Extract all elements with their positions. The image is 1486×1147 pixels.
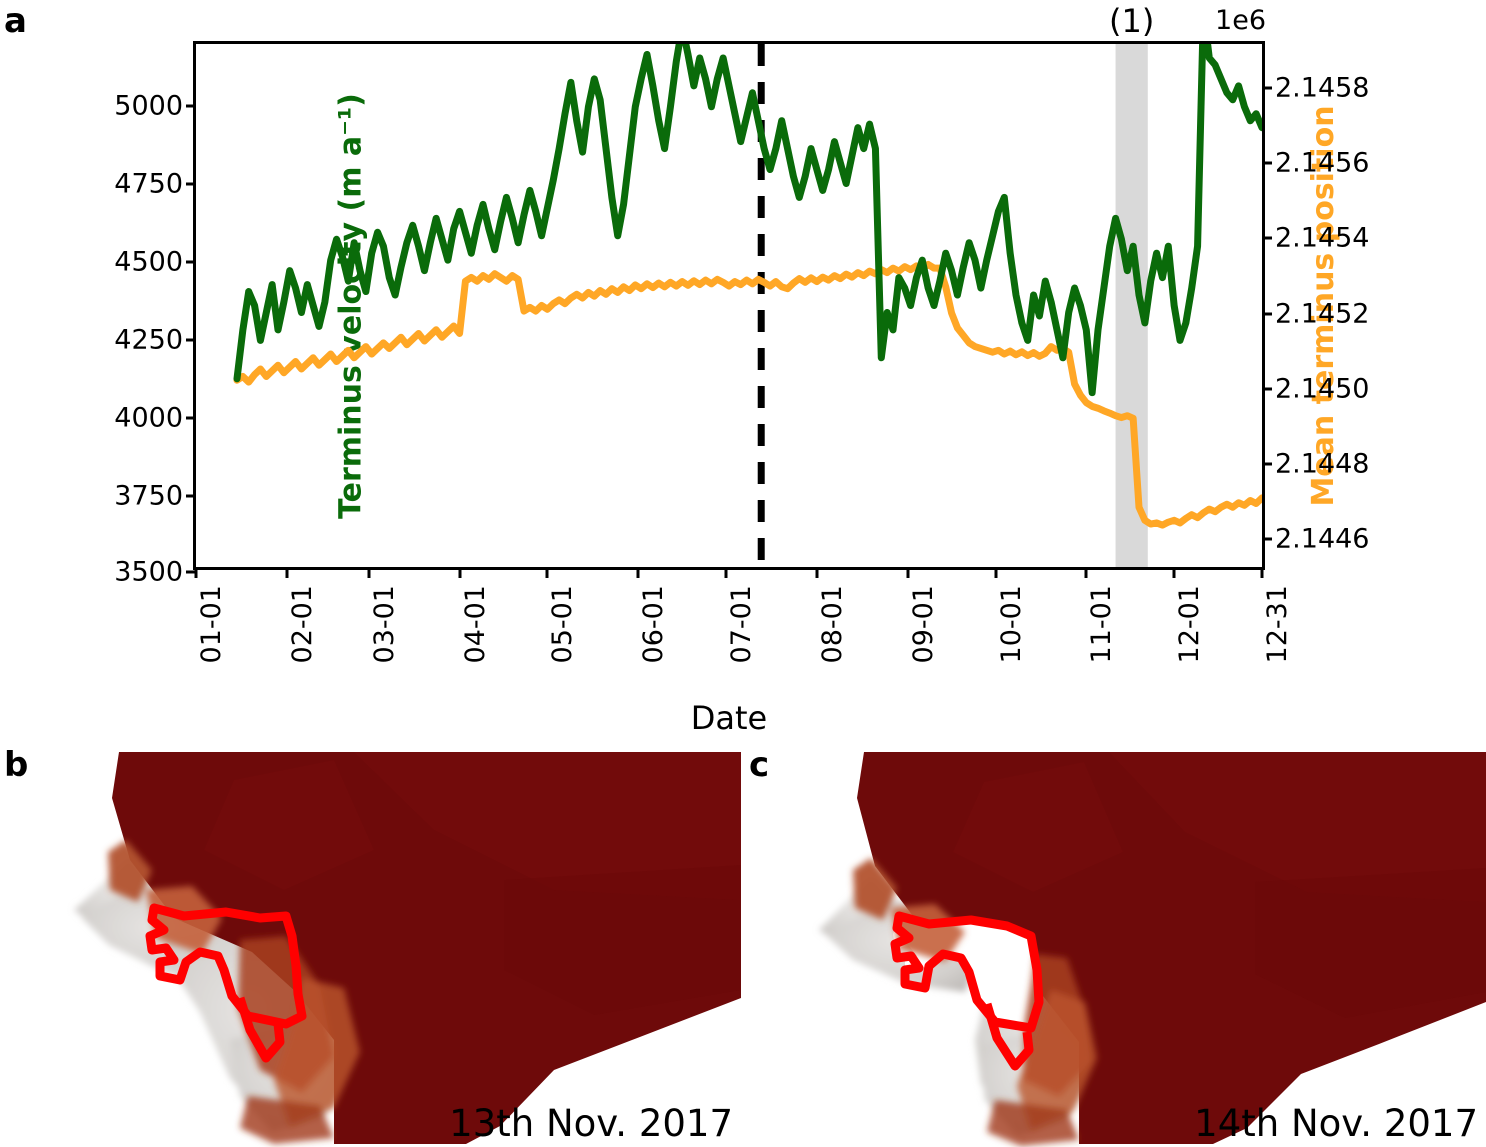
y-tick-label-left: 5000 xyxy=(114,90,183,122)
y-tick-mark-right xyxy=(1262,312,1272,316)
x-tick-label: 06-01 xyxy=(638,585,670,664)
y-tick-label-right: 2.1446 xyxy=(1275,523,1370,555)
y-tick-label-right: 2.1454 xyxy=(1275,222,1370,254)
y-tick-mark-right xyxy=(1262,537,1272,541)
panel-label-b: b xyxy=(4,745,29,785)
y-tick-mark-left xyxy=(186,260,196,264)
y-tick-mark-left xyxy=(186,570,196,574)
x-tick-mark xyxy=(1260,567,1264,578)
x-tick-mark xyxy=(1084,567,1088,578)
x-tick-label: 03-01 xyxy=(368,585,400,664)
x-tick-mark xyxy=(994,567,997,578)
x-axis-title: Date xyxy=(690,699,768,737)
x-tick-label: 04-01 xyxy=(459,585,491,664)
series-line-terminus-velocity xyxy=(233,44,1262,397)
y-tick-label-right: 2.1450 xyxy=(1275,373,1370,405)
panel-c-date-label: 14th Nov. 2017 xyxy=(1194,1102,1478,1145)
panel-c-map-after: 14th Nov. 2017 xyxy=(779,740,1486,1147)
glacier-map-before xyxy=(74,752,741,1144)
x-tick-label: 09-01 xyxy=(907,585,939,664)
x-tick-mark xyxy=(545,567,549,578)
x-tick-label: 11-01 xyxy=(1086,585,1118,664)
y-tick-mark-right xyxy=(1262,462,1272,466)
panel-a-timeseries: a Terminus velocity (m a⁻¹) Mean terminu… xyxy=(4,1,1369,737)
x-tick-mark xyxy=(194,567,198,578)
y-tick-mark-left xyxy=(186,494,196,498)
y-tick-label-right: 2.1452 xyxy=(1275,298,1370,330)
x-tick-mark xyxy=(815,567,819,578)
terminus-outline-after xyxy=(890,911,1044,1033)
y-tick-mark-right xyxy=(1262,387,1272,391)
x-tick-mark xyxy=(906,567,910,578)
y-tick-label-left: 3500 xyxy=(114,556,183,588)
glacier-body xyxy=(857,752,1486,1144)
x-tick-mark xyxy=(1172,567,1176,578)
y-tick-label-right: 2.1458 xyxy=(1275,72,1370,104)
x-tick-label: 05-01 xyxy=(547,585,579,664)
y-tick-mark-left xyxy=(186,338,196,342)
glacier-body xyxy=(112,752,741,1144)
x-tick-label: 08-01 xyxy=(816,585,848,664)
x-tick-mark xyxy=(367,567,371,578)
y-tick-mark-left xyxy=(186,104,196,108)
plot-area: Terminus velocity (m a⁻¹) Mean terminus … xyxy=(114,2,1369,737)
panel-label-a: a xyxy=(4,1,27,41)
x-tick-label: 01-01 xyxy=(196,585,227,664)
y-tick-label-left: 4750 xyxy=(114,168,183,200)
y-tick-mark-right xyxy=(1262,236,1272,240)
terminus-outline-before xyxy=(145,903,307,1029)
event-annotation-label: (1) xyxy=(1109,2,1155,40)
y-tick-mark-right xyxy=(1262,86,1272,90)
y-tick-label-left: 4250 xyxy=(114,324,183,356)
x-tick-mark xyxy=(458,567,462,578)
terminus-outline-tail-after xyxy=(982,1002,1034,1071)
y-tick-label-left: 3750 xyxy=(114,480,183,512)
x-tick-label: 10-01 xyxy=(995,585,1027,664)
y-tick-label-left: 4500 xyxy=(114,246,183,278)
x-tick-mark xyxy=(636,567,640,578)
x-tick-label: 07-01 xyxy=(726,585,758,664)
chart-canvas xyxy=(233,44,1262,567)
right-axis-offset-text: 1e6 xyxy=(1215,5,1266,36)
series-line-terminus-position xyxy=(233,260,1262,529)
y-tick-label-right: 2.1456 xyxy=(1275,147,1370,179)
x-tick-mark xyxy=(724,567,728,578)
x-tick-mark xyxy=(285,567,289,578)
y-tick-mark-left xyxy=(186,182,196,186)
y-tick-mark-left xyxy=(186,416,196,420)
y-tick-label-left: 4000 xyxy=(114,402,183,434)
panel-label-c: c xyxy=(749,745,770,785)
y-tick-label-right: 2.1448 xyxy=(1275,448,1370,480)
x-tick-label: 12-31 xyxy=(1262,585,1293,664)
terminus-outline-tail-before xyxy=(235,996,285,1063)
panel-b-date-label: 13th Nov. 2017 xyxy=(449,1102,733,1145)
x-tick-label: 12-01 xyxy=(1174,585,1206,664)
glacier-map-after xyxy=(819,752,1486,1146)
panel-b-map-before: 13th Nov. 2017 xyxy=(34,740,741,1147)
y-tick-mark-right xyxy=(1262,161,1272,165)
x-tick-label: 02-01 xyxy=(286,585,318,664)
